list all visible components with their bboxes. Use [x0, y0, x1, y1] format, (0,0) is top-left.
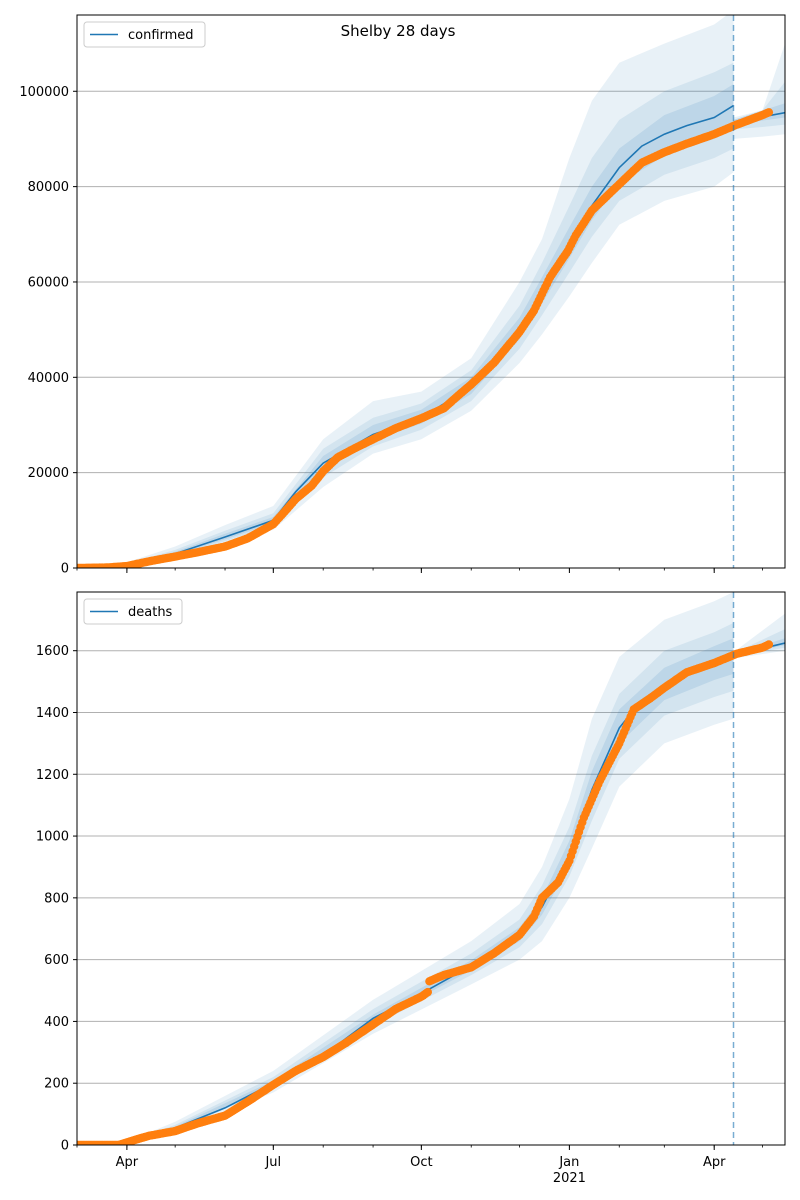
y-tick-label: 600: [44, 953, 69, 968]
x-tick-label: Apr: [703, 1155, 726, 1170]
x-tick-label: Jan: [558, 1155, 579, 1170]
x-tick-label: Oct: [410, 1155, 432, 1170]
y-tick-label: 0: [61, 562, 69, 577]
confidence-band-outer: [77, 15, 734, 568]
confidence-band-inner: [77, 84, 734, 568]
observed-point: [764, 108, 774, 117]
forecast-band-outer: [733, 613, 785, 659]
y-tick-label: 60000: [28, 275, 69, 290]
y-tick-label: 400: [44, 1015, 69, 1030]
y-tick-label: 800: [44, 891, 69, 906]
plot-area: [77, 592, 785, 1145]
legend: deaths: [83, 598, 183, 625]
confidence-band-middle: [77, 622, 734, 1145]
y-tick-label: 1000: [36, 830, 69, 845]
legend-box: [83, 21, 206, 48]
x-tick-label: Jul: [264, 1155, 281, 1170]
y-tick-label: 100000: [19, 85, 69, 100]
x-tick-label: Apr: [116, 1155, 139, 1170]
y-tick-label: 200: [44, 1077, 69, 1092]
figure-title: Shelby 28 days: [341, 22, 456, 40]
axes-frame: [76, 14, 786, 569]
axes-frame: [76, 591, 786, 1146]
confidence-band-middle: [77, 62, 734, 568]
plot-area: [77, 15, 785, 568]
y-tick-label: 0: [61, 1139, 69, 1154]
y-tick-label: 1400: [36, 706, 69, 721]
observed-point: [423, 987, 432, 997]
observed-point: [764, 640, 774, 649]
x-year-label: 2021: [553, 1171, 586, 1186]
y-tick-label: 40000: [28, 371, 69, 386]
y-tick-label: 1600: [36, 644, 69, 659]
legend-box: [83, 598, 183, 625]
deaths-panel: 0 200 400 600 800 1000 1200 1400 1600 Apr Jul Oct Ja…: [36, 591, 786, 1186]
legend: confirmed: [83, 21, 206, 48]
confirmed-panel: 0 20000 40000 60000 80000 100000 confirmed: [19, 14, 786, 577]
legend-label: deaths: [128, 605, 173, 620]
y-tick-label: 20000: [28, 466, 69, 481]
y-tick-label: 80000: [28, 180, 69, 195]
legend-label: confirmed: [128, 28, 194, 43]
y-tick-label: 1200: [36, 768, 69, 783]
confidence-band-outer: [77, 592, 734, 1145]
